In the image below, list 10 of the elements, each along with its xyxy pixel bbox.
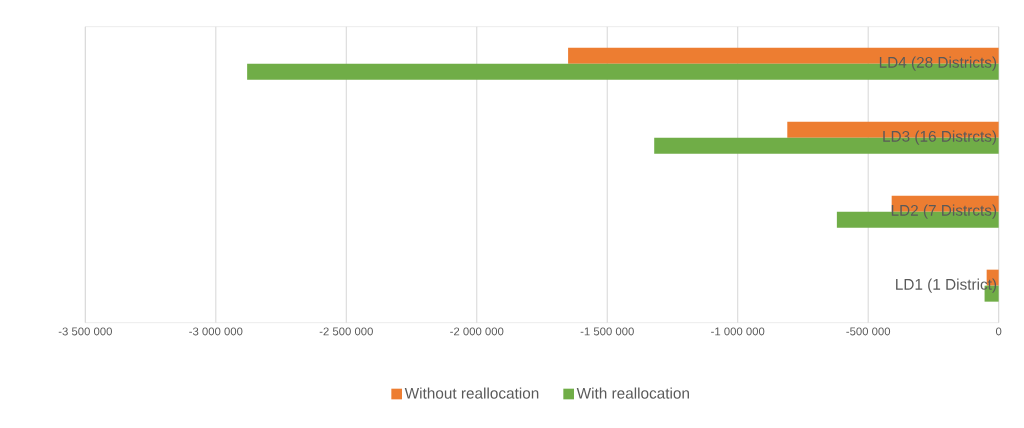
x-tick-label: 0 (995, 327, 1002, 336)
x-tick-label: -3 000 000 (189, 327, 243, 336)
legend-label: Without reallocation (404, 387, 539, 399)
x-tick-label: -3 500 000 (58, 327, 112, 336)
x-tick-label: -2 000 000 (450, 327, 504, 336)
x-tick-label: -1 000 000 (711, 327, 765, 336)
x-tick-label: -2 500 000 (319, 327, 373, 336)
x-tick-label: -500 000 (846, 327, 891, 336)
legend-label: With reallocation (576, 387, 689, 399)
x-tick-label: -1 500 000 (580, 327, 634, 336)
